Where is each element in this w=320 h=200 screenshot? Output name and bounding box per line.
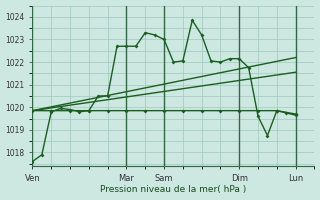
X-axis label: Pression niveau de la mer( hPa ): Pression niveau de la mer( hPa ) <box>100 185 247 194</box>
